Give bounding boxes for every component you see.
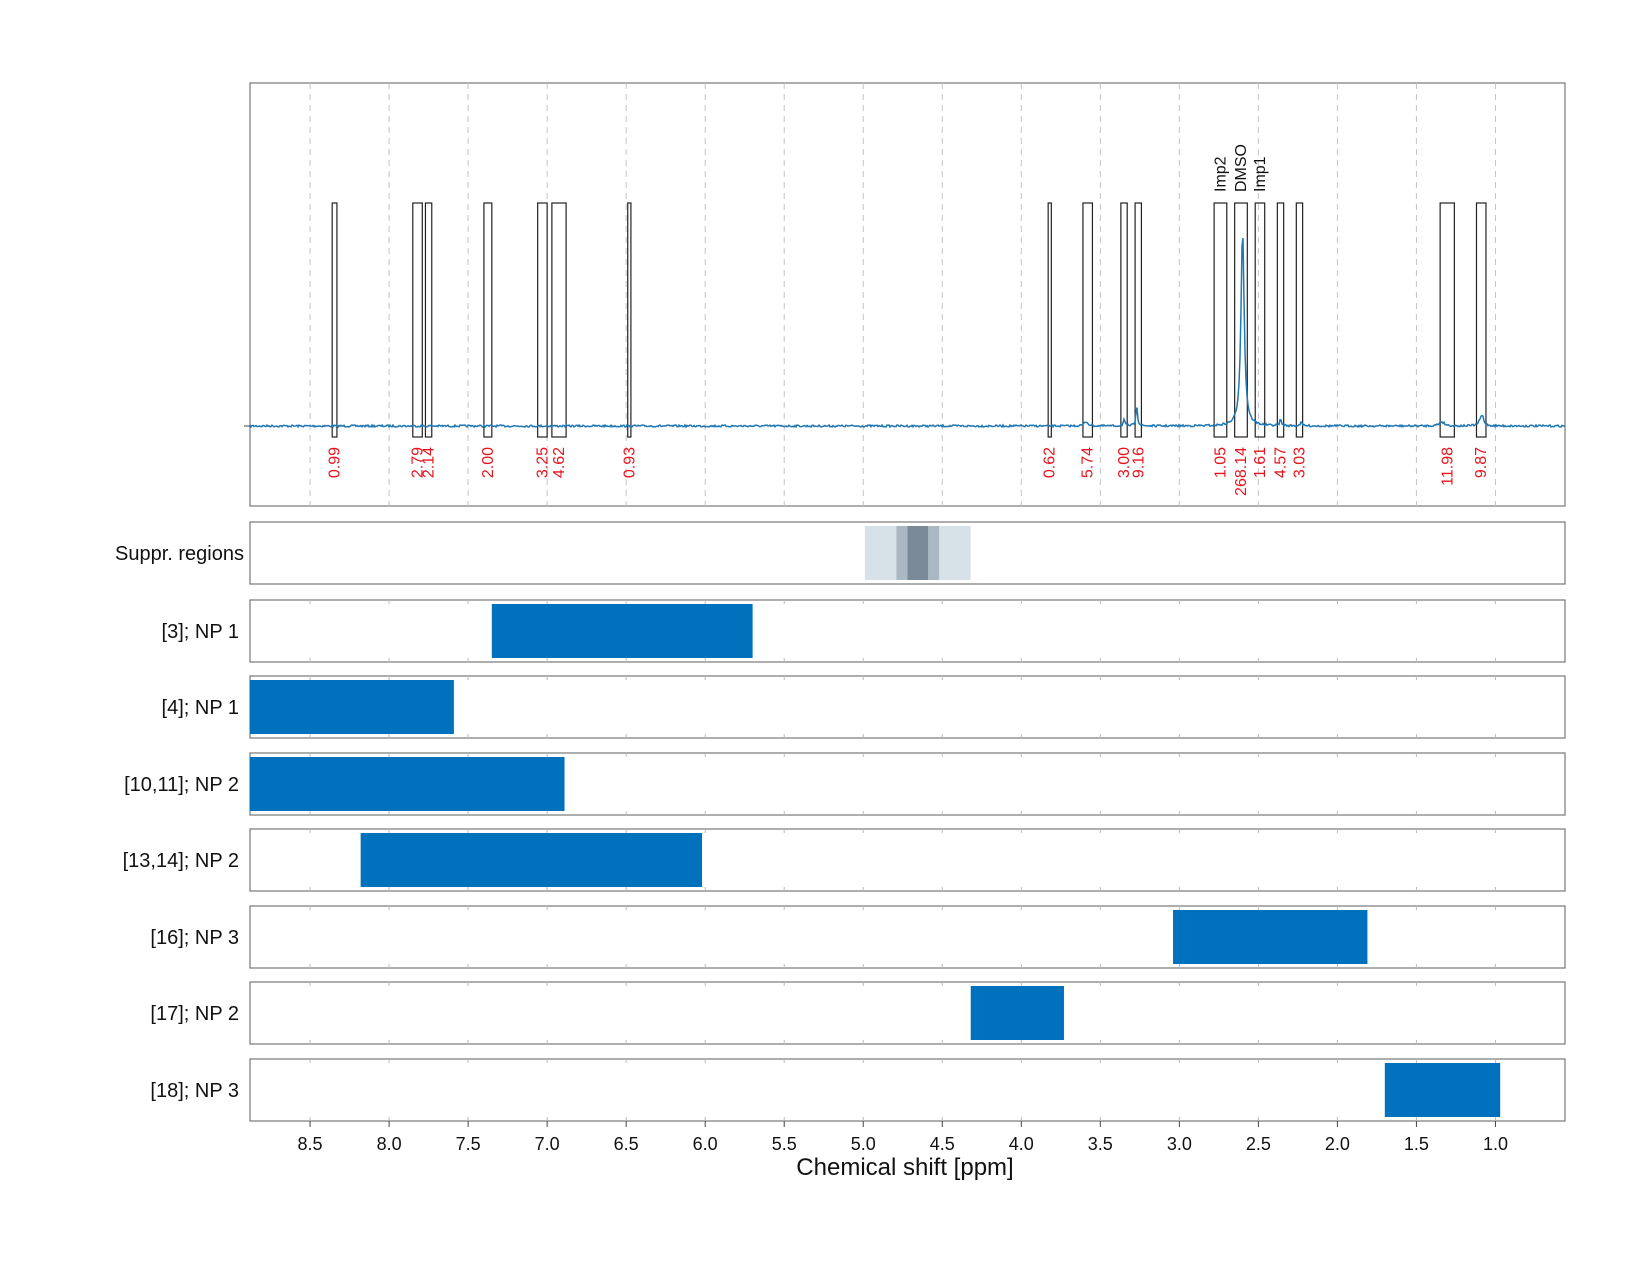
integral-box	[1295, 202, 1304, 438]
range-row-frame	[249, 1058, 1566, 1122]
integral-label: 2.00	[480, 447, 497, 478]
range-row-label: [4]; NP 1	[162, 697, 239, 719]
suppressed-band	[907, 526, 929, 580]
peak-annotation: Imp1	[1252, 156, 1269, 192]
integral-box	[551, 202, 567, 438]
spectrum-frame	[249, 82, 1566, 507]
integral-box	[1439, 202, 1455, 438]
integral-label: 0.62	[1042, 447, 1059, 478]
integral-label: 268.14	[1233, 447, 1250, 496]
integral-label: 9.16	[1130, 447, 1147, 478]
integral-box	[627, 202, 632, 438]
x-tick-label: 4.5	[930, 1134, 955, 1154]
x-tick-label: 6.5	[614, 1134, 639, 1154]
peak-annotation: Imp2	[1212, 156, 1229, 192]
range-bar	[250, 757, 565, 811]
integral-label: 1.61	[1252, 447, 1269, 478]
x-tick-label: 7.0	[535, 1134, 560, 1154]
range-bar	[360, 833, 703, 887]
integral-label: 2.79	[410, 447, 427, 478]
peak-annotation: DMSO	[1233, 144, 1250, 192]
x-tick-label: 1.5	[1404, 1134, 1429, 1154]
range-row-label: [13,14]; NP 2	[123, 850, 239, 872]
integral-box	[483, 202, 493, 438]
x-tick-label: 5.0	[851, 1134, 876, 1154]
range-bar	[491, 604, 753, 658]
integral-box	[1213, 202, 1228, 438]
integral-label: 3.03	[1291, 447, 1308, 478]
range-row-label: [10,11]; NP 2	[124, 774, 239, 796]
x-axis: 8.5 8.0 7.5 7.0 6.5 6.0 5.5 5.0 4.5 4.0 3.5 3.0 2.5 2…	[298, 1121, 1508, 1154]
range-rows-panel: [3]; NP 1 [4]; NP 1 [10,11]; NP 2 [13,14]; …	[123, 599, 1566, 1122]
x-tick-label: 3.5	[1088, 1134, 1113, 1154]
integral-label: 3.25	[534, 447, 551, 478]
integral-label: 1.05	[1212, 447, 1229, 478]
integral-label: 5.74	[1080, 447, 1097, 478]
range-row-label: [17]; NP 2	[150, 1003, 239, 1025]
spectrum-line	[249, 237, 1566, 429]
integral-box	[1047, 202, 1052, 438]
integral-box	[1475, 202, 1487, 438]
range-bar	[970, 986, 1064, 1040]
suppressed-regions-panel: Suppr. regions	[115, 521, 1566, 585]
integral-box	[412, 202, 423, 438]
integral-box	[1254, 202, 1266, 438]
integral-box	[1120, 202, 1128, 438]
integral-box	[1276, 202, 1285, 438]
integral-box	[1134, 202, 1143, 438]
range-bar	[1384, 1063, 1501, 1117]
integral-label: 0.93	[621, 447, 638, 478]
x-tick-label: 7.5	[456, 1134, 481, 1154]
x-tick-label: 8.5	[298, 1134, 323, 1154]
suppressed-regions-label: Suppr. regions	[115, 543, 244, 565]
x-tick-label: 8.0	[377, 1134, 402, 1154]
range-bar	[250, 680, 454, 734]
integral-label: 4.62	[551, 447, 568, 478]
integral-box	[1082, 202, 1094, 438]
x-tick-label: 3.0	[1167, 1134, 1192, 1154]
integral-box	[424, 202, 433, 438]
integral-box	[331, 202, 338, 438]
range-row-label: [3]; NP 1	[162, 621, 239, 643]
integral-label: 0.99	[327, 447, 344, 478]
range-row-frame	[249, 675, 1566, 739]
integral-box	[1234, 202, 1248, 438]
x-tick-label: 1.0	[1483, 1134, 1508, 1154]
x-tick-label: 2.0	[1325, 1134, 1350, 1154]
range-row-label: [16]; NP 3	[150, 927, 239, 949]
integral-label: 2.14	[421, 447, 438, 478]
x-axis-label: Chemical shift [ppm]	[796, 1154, 1013, 1181]
range-bar	[1173, 910, 1368, 964]
integral-label: 11.98	[1439, 447, 1456, 486]
range-row-frame	[249, 599, 1566, 663]
integral-box	[537, 202, 548, 438]
range-row-label: [18]; NP 3	[150, 1080, 239, 1102]
x-tick-label: 4.0	[1009, 1134, 1034, 1154]
integral-label: 3.00	[1116, 447, 1133, 478]
x-tick-label: 6.0	[693, 1134, 718, 1154]
x-tick-label: 5.5	[772, 1134, 797, 1154]
range-row-frame	[249, 981, 1566, 1045]
integral-label: 4.57	[1273, 447, 1290, 478]
range-row-frame	[249, 905, 1566, 969]
integral-label: 9.87	[1473, 447, 1490, 478]
spectrum-panel: 0.99 2.792.14 2.00 3.25 4.62 0.93 0.62 5.74 3.00…	[244, 82, 1566, 507]
x-tick-label: 2.5	[1246, 1134, 1271, 1154]
